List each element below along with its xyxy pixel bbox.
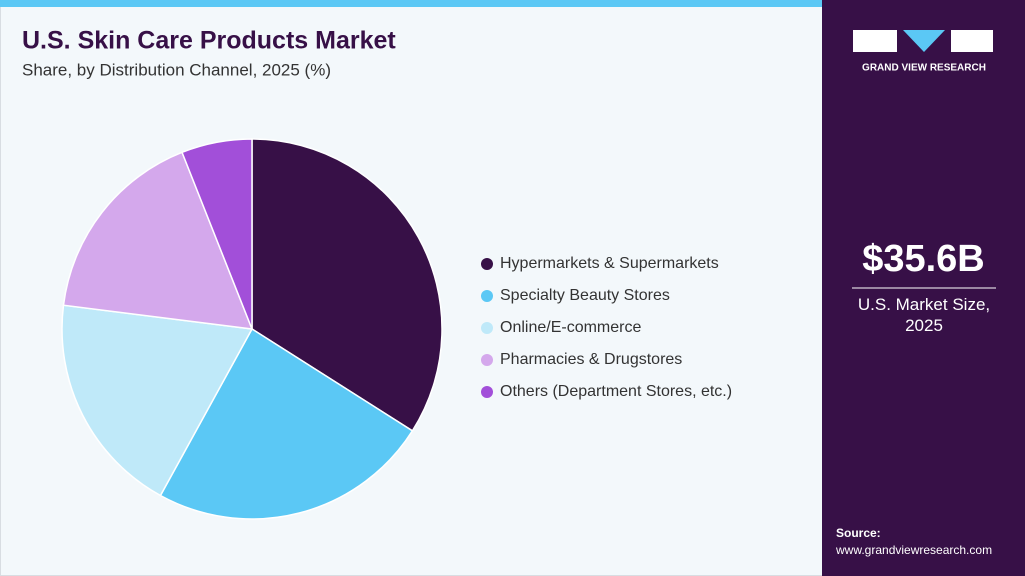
legend-label: Online/E-commerce: [500, 319, 641, 336]
pie-slice: [62, 151, 254, 330]
legend-label: Specialty Beauty Stores: [500, 287, 670, 304]
legend-label: Pharmacies & Drugstores: [500, 351, 682, 368]
legend-marker: [481, 386, 493, 398]
legend-label: Hypermarkets & Supermarkets: [500, 255, 719, 272]
brand: GRAND VIEW RESEARCH: [862, 63, 986, 74]
chart-subtitle: Share, by Distribution Channel, 2025 (%): [22, 60, 331, 79]
source-label: Source:: [836, 526, 881, 540]
logo-triangle: [903, 30, 945, 52]
top-stripe: [0, 0, 822, 7]
logo-block: [951, 30, 993, 52]
legend-marker: [481, 354, 493, 366]
chart-title: U.S. Skin Care Products Market: [22, 27, 396, 55]
pie-slice: [61, 304, 254, 497]
pie-slice: [181, 138, 253, 330]
pie-slice: [251, 138, 443, 432]
market-size-label: U.S. Market Size, 2025: [857, 295, 991, 335]
legend-marker: [481, 290, 493, 302]
legend-marker: [481, 322, 493, 334]
legend-label: Others (Department Stores, etc.): [500, 383, 732, 400]
legend-marker: [481, 258, 493, 270]
logo-block: [853, 30, 897, 52]
source-url: www.grandviewresearch.com: [836, 543, 993, 557]
pie-slice: [159, 327, 414, 520]
market-size-value: $35.6B: [862, 238, 985, 280]
